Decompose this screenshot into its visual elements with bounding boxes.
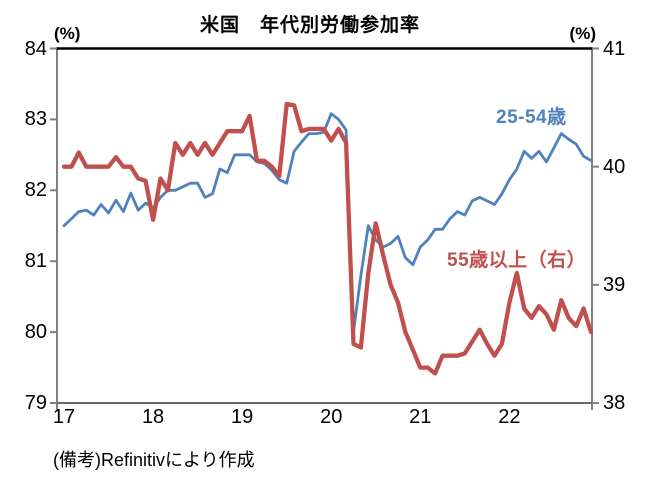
left-axis-tick-label: 79 bbox=[24, 392, 47, 414]
left-axis-tick-label: 81 bbox=[24, 250, 47, 273]
legend-label-blue: 25-54歳 bbox=[496, 107, 567, 128]
left-axis-tick-label: 84 bbox=[24, 37, 47, 60]
x-axis-tick-label: 17 bbox=[52, 406, 76, 428]
left-axis-tick-label: 82 bbox=[24, 179, 47, 202]
x-axis-tick-label: 18 bbox=[141, 406, 165, 428]
right-axis-tick-label: 40 bbox=[603, 155, 626, 178]
footnote: (備考)Refinitivにより作成 bbox=[53, 450, 255, 470]
left-axis-tick-label: 83 bbox=[24, 108, 47, 131]
left-axis-tick-label: 80 bbox=[24, 321, 47, 344]
series-red-line bbox=[61, 101, 594, 376]
x-axis-tick-label: 19 bbox=[231, 406, 254, 428]
x-axis-tick-label: 20 bbox=[320, 406, 343, 428]
right-axis-tick-label: 38 bbox=[603, 392, 626, 414]
x-axis-tick-label: 21 bbox=[409, 406, 432, 428]
left-axis-unit-label: (%) bbox=[54, 24, 81, 43]
right-axis-tick-label: 41 bbox=[603, 37, 626, 60]
x-axis-tick-label: 22 bbox=[498, 406, 521, 428]
right-axis-tick-label: 39 bbox=[603, 273, 626, 296]
legend-label-red: 55歳以上（右） bbox=[447, 250, 587, 271]
right-axis-unit-label: (%) bbox=[569, 24, 596, 43]
chart-title: 米国 年代別労働参加率 bbox=[199, 15, 420, 36]
